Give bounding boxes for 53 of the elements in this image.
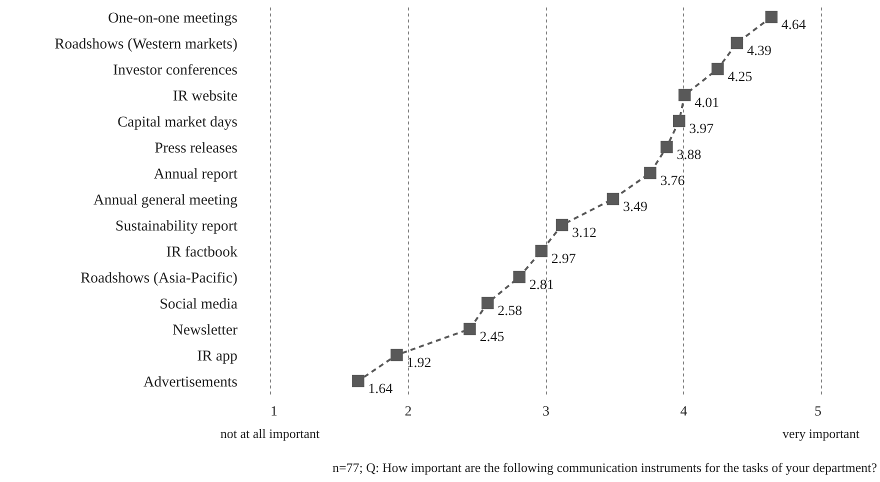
data-label: 1.64 [368,382,393,397]
y-tick-label: Advertisements [143,374,238,390]
y-tick-label: Roadshows (Western markets) [54,36,238,52]
data-label: 2.97 [551,252,576,267]
point [678,88,691,102]
data-label: 2.81 [529,278,554,293]
x-tick-label: 1 [270,404,278,420]
text: not at all important [220,426,320,441]
point [672,114,686,128]
y-tick-label: Sustainability report [115,218,238,234]
data-label: 4.01 [694,96,720,111]
data-label: 4.39 [746,44,772,59]
data-label: 4.64 [781,18,806,33]
text: n=77; Q: How important are the following communication instruments for the tasks of your department? [332,460,878,475]
y-tick-label: Annual report [154,166,238,182]
data-label: 3.88 [676,148,702,163]
x-tick-label: 4 [680,404,688,420]
point [464,322,476,336]
point [606,192,620,206]
data-label: 3.97 [689,122,714,137]
data-label: 4.25 [728,70,752,85]
point [660,140,673,154]
point [482,296,494,310]
point [556,218,568,232]
point [535,244,548,258]
y-tick-label: One-on-one meetings [108,10,238,26]
y-tick-label: Capital market days [118,114,238,130]
data-label: 3.49 [622,200,648,215]
x-tick-label: 3 [542,404,550,420]
data-label: 1.92 [406,356,432,371]
data-label: 3.76 [660,174,685,189]
data-label: 3.12 [572,226,597,241]
y-tick-label: Newsletter [172,322,238,338]
point [644,166,656,180]
x-tick-label: 2 [404,404,412,420]
x-tick-label: 5 [814,404,822,420]
text: very important [782,426,860,441]
y-tick-label: Roadshows (Asia-Pacific) [80,270,238,286]
point [390,348,403,362]
y-tick-label: Social media [160,296,238,312]
point [513,270,526,284]
y-tick-label: Investor conferences [112,62,238,78]
y-tick-label: IR app [197,348,238,364]
data-label: 2.45 [480,330,504,345]
point [765,10,778,24]
data-label: 2.58 [498,304,522,319]
y-tick-label: IR factbook [166,244,238,260]
y-tick-label: IR website [172,88,238,104]
point [352,374,364,388]
y-tick-label: Press releases [154,140,238,156]
point [730,36,744,50]
y-tick-label: Annual general meeting [93,192,238,208]
point [712,62,724,76]
